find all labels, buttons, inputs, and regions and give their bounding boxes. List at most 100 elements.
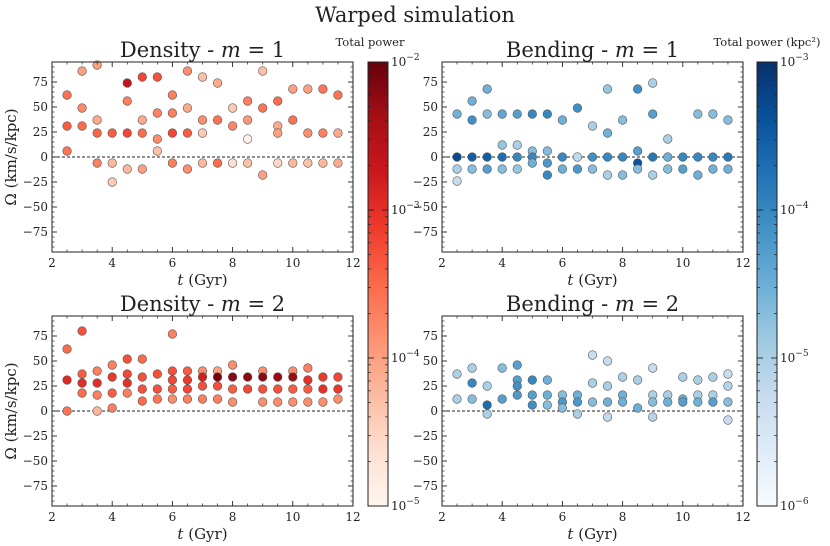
y-axis-label: Ω (km/s/kpc) — [2, 362, 20, 459]
data-point — [452, 109, 462, 119]
data-point — [137, 128, 147, 138]
x-axis-label: t (Gyr) — [567, 525, 617, 543]
data-point — [182, 366, 193, 376]
data-point — [527, 158, 537, 168]
data-point — [602, 128, 613, 138]
x-tick-label: 2 — [438, 256, 446, 270]
data-point — [557, 115, 568, 125]
data-point — [497, 363, 507, 373]
data-point — [497, 152, 507, 162]
x-tick-label: 12 — [735, 510, 750, 524]
data-point — [512, 390, 522, 400]
data-point — [333, 158, 343, 168]
x-tick-label: 2 — [48, 510, 56, 524]
data-point — [333, 128, 343, 138]
x-tick-label: 8 — [619, 256, 627, 270]
data-point — [228, 360, 238, 370]
x-tick-label: 6 — [559, 510, 567, 524]
data-point — [243, 384, 253, 394]
data-point — [243, 158, 253, 168]
data-point — [167, 394, 177, 404]
data-point — [122, 369, 132, 379]
data-point — [212, 78, 223, 88]
y-tick-label: 50 — [423, 354, 438, 368]
data-point — [602, 84, 613, 94]
data-point — [482, 152, 492, 162]
data-point — [303, 397, 313, 407]
data-point — [288, 115, 298, 125]
data-point — [648, 78, 658, 88]
data-point — [303, 384, 313, 394]
y-tick-label: 75 — [423, 75, 438, 89]
y-tick-label: 75 — [33, 75, 48, 89]
data-point — [497, 394, 507, 404]
data-point — [288, 397, 298, 407]
data-point — [572, 409, 583, 419]
data-point — [467, 363, 477, 373]
colorbar-label: Total power — [336, 35, 405, 49]
data-point — [723, 152, 733, 162]
x-tick-label: 4 — [108, 256, 116, 270]
data-point — [633, 164, 643, 174]
y-tick-label: −75 — [413, 479, 438, 493]
data-point — [723, 369, 733, 379]
data-point — [122, 128, 132, 138]
data-point — [452, 164, 462, 174]
data-point — [77, 326, 87, 336]
data-point — [107, 372, 117, 382]
data-point — [243, 134, 253, 144]
data-point — [92, 366, 102, 376]
data-point — [663, 164, 673, 174]
data-point — [212, 158, 223, 168]
colorbar-tick-label: 10−3 — [780, 53, 809, 69]
x-tick-label: 6 — [559, 256, 567, 270]
x-tick-label: 12 — [345, 256, 360, 270]
data-point — [182, 394, 193, 404]
data-point — [333, 372, 343, 382]
y-tick-label: 50 — [423, 100, 438, 114]
colorbar-tick-label: 10−5 — [780, 349, 809, 365]
y-axis-label: Ω (km/s/kpc) — [2, 108, 20, 205]
data-point — [92, 378, 102, 388]
data-point — [648, 412, 658, 422]
data-point — [482, 409, 492, 419]
data-point — [723, 415, 733, 425]
data-point — [92, 115, 102, 125]
x-tick-label: 6 — [169, 256, 177, 270]
data-point — [243, 115, 253, 125]
data-point — [587, 397, 598, 407]
data-point — [542, 400, 552, 410]
x-tick-label: 4 — [498, 256, 506, 270]
y-tick-label: −25 — [23, 429, 48, 443]
data-point — [107, 360, 117, 370]
data-point — [167, 329, 177, 339]
x-tick-label: 2 — [48, 256, 56, 270]
data-point — [182, 103, 193, 113]
data-point — [152, 108, 162, 118]
y-tick-label: 0 — [430, 150, 438, 164]
data-point — [587, 378, 598, 388]
data-point — [182, 66, 193, 76]
panel-title: Density - m = 1 — [120, 38, 285, 62]
x-tick-label: 4 — [108, 510, 116, 524]
y-tick-label: 50 — [33, 354, 48, 368]
data-point — [228, 384, 238, 394]
data-point — [617, 170, 628, 180]
data-point — [467, 115, 477, 125]
data-point — [288, 384, 298, 394]
data-point — [542, 170, 552, 180]
data-point — [288, 372, 298, 382]
data-point — [512, 152, 522, 162]
data-point — [77, 121, 87, 131]
data-point — [273, 96, 283, 106]
data-point — [122, 354, 132, 364]
data-point — [512, 381, 522, 391]
data-point — [303, 363, 313, 373]
data-point — [318, 372, 328, 382]
data-point — [243, 96, 253, 106]
data-point — [318, 84, 328, 94]
data-point — [107, 177, 117, 187]
data-point — [212, 381, 223, 391]
panel-4: 2 4 6 8 10 12 −75 −50 −25 0 25 50 75 Bending - m = 2 t… — [413, 292, 751, 543]
data-point — [152, 369, 162, 379]
